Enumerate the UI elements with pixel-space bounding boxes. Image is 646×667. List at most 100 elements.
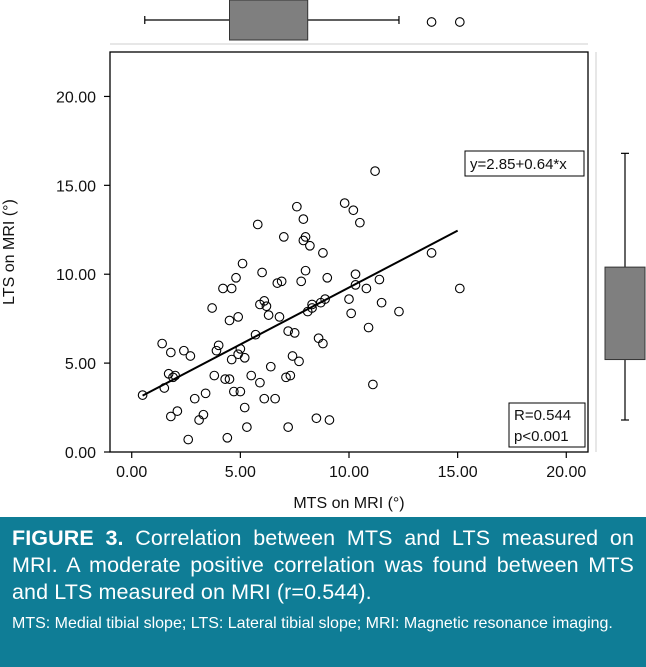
p-value-label: p<0.001 [514,428,569,445]
y-tick-label: 20.00 [56,89,96,106]
data-point [239,402,250,413]
data-point [198,409,209,420]
x-boxplot [144,0,465,41]
caption-abbreviations: MTS: Medial tibial slope; LTS: Lateral t… [12,615,613,632]
data-point [318,248,328,258]
data-point [183,434,194,445]
data-point [239,352,250,363]
x-tick-label: 20.00 [546,464,586,481]
data-point [207,303,217,313]
data-point [305,240,315,251]
data-point [211,345,222,356]
data-point [220,374,231,384]
plot-area [109,51,589,453]
data-point [189,393,200,404]
data-point [324,415,335,425]
data-point [320,294,330,304]
data-point [454,283,465,294]
x-tick-label: 15.00 [438,464,478,481]
data-point [374,274,385,285]
data-point [296,276,307,287]
data-point [265,361,276,372]
scatter-chart: 0.00 5.00 10.00 15.00 20.00 0.00 5.00 10.00 15.… [1,0,646,512]
x-box [229,0,309,41]
data-point [300,265,311,276]
data-point [307,303,317,313]
data-point [292,201,302,212]
data-point [235,386,246,397]
y-axis: 0.00 5.00 10.00 15.00 20.00 [56,89,110,462]
data-point [157,338,167,349]
data-point [165,347,176,358]
data-point [263,310,274,320]
data-point [370,166,380,176]
data-point [213,340,224,351]
data-point [165,411,176,422]
caption-main: FIGURE 3. Correlation between MTS and LT… [12,525,634,606]
x-tick-label: 0.00 [116,464,147,481]
data-point [250,329,261,340]
data-point [298,214,309,224]
equation-label: y=2.85+0.64*x [470,156,567,173]
data-point [287,351,298,361]
data-point [348,205,359,216]
data-point [259,393,270,404]
y-axis-title: LTS on MRI (°) [1,199,18,305]
data-point [224,374,235,384]
data-point [159,383,170,393]
data-point [350,280,361,290]
data-point [281,372,291,383]
data-point [394,306,404,317]
data-point [231,272,241,283]
points-layer [137,166,465,445]
data-point [242,422,252,432]
data-point [255,377,265,388]
y-tick-label: 5.00 [65,356,96,373]
caption-text: Correlation between MTS and LTS measured… [12,526,634,604]
data-point [270,393,280,404]
data-point [170,370,181,381]
y-tick-label: 10.00 [56,267,96,284]
data-point [261,301,272,312]
x-tick-label: 10.00 [329,464,369,481]
data-point [278,232,289,242]
data-point [363,322,374,333]
data-point [350,269,361,280]
data-point [322,272,333,283]
x-outlier [426,17,437,27]
data-point [285,370,296,381]
data-point [179,345,189,356]
data-point [300,232,311,242]
data-point [344,294,354,304]
data-point [318,338,328,349]
data-point [233,312,244,322]
data-point [172,406,183,416]
data-point [426,248,437,258]
data-point [257,267,267,278]
data-point [200,388,211,399]
data-point [361,283,372,294]
data-point [368,379,378,390]
figure-label: FIGURE 3. [12,526,124,550]
y-tick-label: 0.00 [65,445,96,462]
data-point [289,328,300,338]
data-point [226,283,237,294]
data-point [209,370,220,381]
data-point [246,370,257,381]
x-tick-label: 5.00 [225,464,256,481]
stats-box [508,402,586,448]
y-boxplot [604,152,646,421]
data-point [276,276,287,287]
data-point [294,356,304,367]
data-point [376,297,387,308]
data-point [235,344,246,354]
x-outlier [454,17,465,27]
data-point [274,312,285,322]
data-point [355,217,365,228]
figure-caption: FIGURE 3. Correlation between MTS and LT… [0,517,646,667]
data-point [237,258,248,269]
y-tick-label: 15.00 [56,178,96,195]
data-point [272,278,283,288]
data-point [185,351,196,361]
data-point [252,219,263,230]
